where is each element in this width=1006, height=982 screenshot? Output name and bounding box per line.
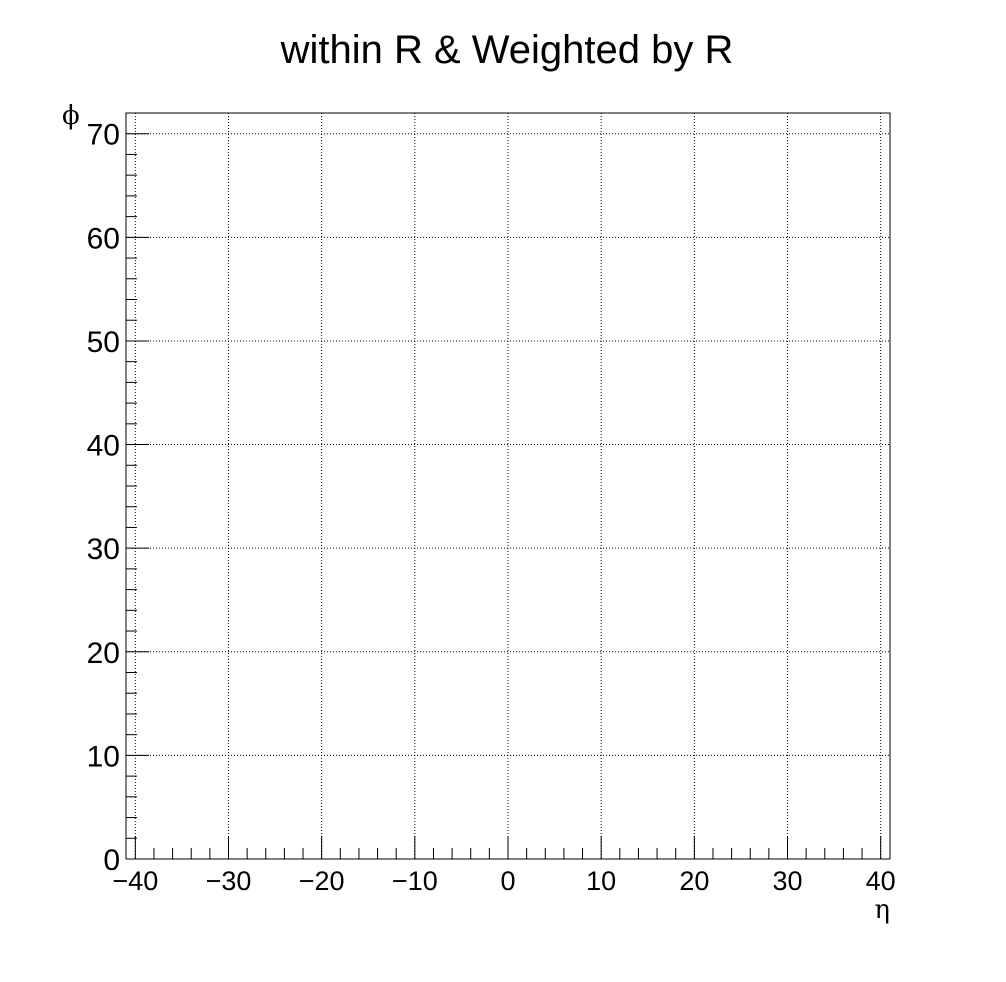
x-tick-label: −10: [392, 866, 438, 896]
y-tick-label: 20: [87, 637, 120, 670]
x-tick-label: 40: [866, 866, 896, 896]
y-tick-label: 30: [87, 533, 120, 566]
grid: [126, 113, 890, 859]
chart-title: within R & Weighted by R: [280, 28, 734, 72]
y-tick-label: 60: [87, 222, 120, 255]
y-tick-label: 40: [87, 430, 120, 463]
x-tick-label: −40: [112, 866, 158, 896]
x-tick-label: 30: [772, 866, 802, 896]
y-tick-label: 70: [87, 119, 120, 152]
x-tick-label: −20: [299, 866, 345, 896]
x-axis-tick-labels: −40 −30 −20 −10 0 10 20 30 40: [112, 866, 895, 896]
y-axis-label: ϕ: [62, 101, 80, 131]
x-axis-label: η: [874, 895, 890, 925]
y-axis-tick-labels: 0 10 20 30 40 50 60 70: [87, 119, 120, 877]
plot-frame: [125, 112, 891, 860]
x-tick-label: 20: [679, 866, 709, 896]
y-tick-label: 50: [87, 326, 120, 359]
x-tick-label: 0: [500, 866, 515, 896]
x-tick-label: −30: [206, 866, 252, 896]
y-tick-label: 0: [103, 844, 120, 877]
axis-ticks: [126, 112, 882, 860]
y-tick-label: 10: [87, 740, 120, 773]
x-tick-label: 10: [586, 866, 616, 896]
